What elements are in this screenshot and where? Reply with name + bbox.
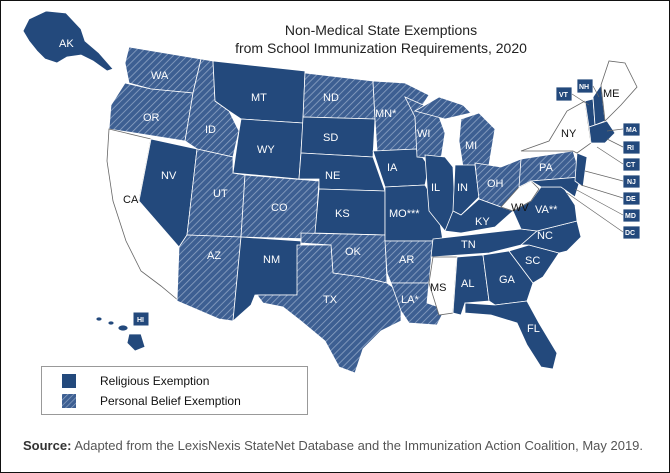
state-label-sc: SC: [525, 255, 540, 267]
state-label-mi: MI: [465, 140, 477, 152]
state-ak: [22, 10, 114, 72]
state-label-va: VA**: [535, 204, 558, 216]
dc-label-box: [622, 225, 641, 240]
hi-label-box: [132, 311, 150, 327]
legend-swatch-personal-belief: [62, 394, 76, 408]
state-label-id: ID: [205, 124, 216, 136]
map-title-line2: from School Immunization Requirements, 2…: [235, 40, 527, 56]
legend-swatch-religious: [62, 374, 76, 388]
state-label-ga: GA: [499, 274, 516, 286]
state-label-la: LA*: [401, 294, 419, 306]
md-label-box: [622, 208, 641, 223]
legend: Religious Exemption Personal Belief Exem…: [41, 366, 308, 415]
state-label-me: ME: [603, 88, 620, 100]
state-label-ut: UT: [213, 188, 228, 200]
state-label-ri: RI: [627, 145, 634, 152]
state-label-ct: CT: [626, 162, 636, 169]
state-md: [529, 176, 582, 198]
state-la: [390, 282, 446, 326]
state-label-tx: TX: [323, 294, 338, 306]
state-wy: [232, 118, 304, 180]
map-title-line1: Non-Medical State Exemptions: [284, 22, 478, 38]
state-label-fl: FL: [527, 323, 540, 335]
state-label-wv: WV: [511, 202, 529, 214]
state-label-mn: MN*: [375, 108, 397, 120]
nj-label-box: [622, 174, 641, 189]
state-label-nm: NM: [263, 254, 280, 266]
state-fl: [464, 300, 558, 370]
state-label-ok: OK: [345, 246, 362, 258]
state-label-ne: NE: [325, 170, 340, 182]
state-label-or: OR: [143, 112, 160, 124]
state-label-ia: IA: [387, 162, 398, 174]
state-mi-upper: [413, 96, 472, 120]
source-text: Adapted from the LexisNexis StateNet Dat…: [74, 438, 644, 453]
state-label-sd: SD: [323, 132, 338, 144]
legend-label-religious: Religious Exemption: [100, 374, 210, 388]
legend-label-personal-belief: Personal Belief Exemption: [100, 394, 241, 408]
us-map: AK HI WA OR CA NV ID MT WY UT CO AZ: [22, 10, 641, 374]
state-label-wi: WI: [417, 128, 430, 140]
state-ny: [520, 100, 592, 154]
state-label-vt: VT: [559, 92, 569, 99]
state-label-ak: AK: [59, 38, 74, 50]
state-label-tn: TN: [461, 239, 476, 251]
state-nj: [574, 152, 588, 188]
state-label-nv: NV: [161, 170, 177, 182]
de-label-box: [622, 191, 641, 206]
state-label-il: IL: [431, 182, 440, 194]
state-label-ma: MA: [626, 127, 637, 134]
state-label-in: IN: [457, 182, 468, 194]
state-ms: [428, 256, 458, 316]
state-label-md: MD: [625, 213, 636, 220]
leader-lines: [566, 85, 624, 233]
state-label-ky: KY: [475, 216, 490, 228]
state-tx: [256, 244, 402, 374]
state-label-wy: WY: [257, 144, 275, 156]
source-label: Source:: [23, 438, 72, 453]
state-ks: [314, 188, 386, 236]
state-label-nj: NJ: [627, 179, 636, 186]
ri-label-box: [622, 140, 641, 155]
state-label-dc: DC: [625, 230, 635, 237]
state-hi: [95, 316, 146, 352]
state-label-de: DE: [626, 196, 636, 203]
state-new-england-south: [588, 120, 616, 144]
ma-label-box: [622, 122, 641, 137]
state-label-oh: OH: [487, 178, 504, 190]
state-label-nh: NH: [579, 84, 589, 91]
state-label-nc: NC: [537, 230, 553, 242]
state-label-co: CO: [271, 202, 288, 214]
state-in: [452, 164, 480, 216]
state-label-ms: MS: [430, 282, 447, 294]
map-title: Non-Medical State Exemptions from School…: [201, 21, 561, 57]
state-label-hi: HI: [137, 317, 144, 324]
state-label-nd: ND: [323, 92, 339, 104]
state-nd: [302, 72, 376, 120]
state-label-wa: WA: [151, 70, 169, 82]
state-label-al: AL: [461, 278, 474, 290]
state-label-ar: AR: [399, 254, 414, 266]
state-label-pa: PA: [539, 162, 554, 174]
state-me: [600, 60, 638, 122]
state-label-mt: MT: [251, 92, 267, 104]
state-sc: [508, 244, 560, 284]
state-label-mo: MO***: [389, 208, 420, 220]
state-label-ks: KS: [335, 208, 350, 220]
source-note: Source: Adapted from the LexisNexis Stat…: [23, 437, 653, 455]
state-label-ca: CA: [123, 194, 139, 206]
state-az: [176, 234, 242, 322]
ct-label-box: [622, 157, 641, 172]
state-label-az: AZ: [207, 250, 221, 262]
state-label-ny: NY: [561, 128, 577, 140]
